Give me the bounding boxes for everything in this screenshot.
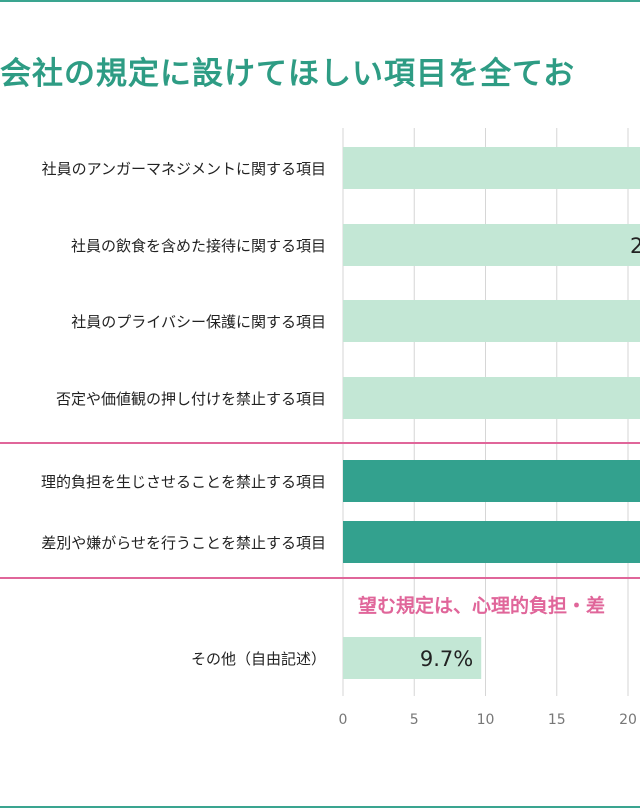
bar-value-label: 9.7%: [420, 647, 473, 671]
category-label: 社員の飲食を含めた接待に関する項目: [71, 237, 326, 255]
category-label: その他（自由記述）: [191, 650, 326, 668]
category-label: 社員のプライバシー保護に関する項目: [71, 313, 326, 331]
x-tick-label: 15: [548, 712, 566, 728]
x-tick-label: 20: [619, 712, 637, 728]
frame-top-line: [0, 0, 640, 2]
chart-title: 会社の規定に設けてほしい項目を全てお: [0, 56, 576, 92]
bar: [343, 224, 640, 266]
x-tick-label: 0: [339, 712, 348, 728]
bar: [343, 521, 640, 563]
frame-bottom-line: [0, 806, 640, 808]
bar: [343, 147, 640, 189]
category-label: 差別や嫌がらせを行うことを禁止する項目: [41, 534, 326, 552]
category-label: 理的負担を生じさせることを禁止する項目: [41, 473, 326, 491]
x-tick-label: 10: [477, 712, 495, 728]
bar: [343, 300, 640, 342]
category-label: 社員のアンガーマネジメントに関する項目: [42, 160, 326, 178]
callout-text: 望む規定は、心理的負担・差: [358, 595, 606, 617]
bar-value-label: 2: [630, 234, 640, 258]
bar: [343, 460, 640, 502]
bar: [343, 377, 640, 419]
bar: [343, 637, 482, 679]
category-label: 否定や価値観の押し付けを禁止する項目: [56, 390, 326, 408]
x-tick-label: 5: [410, 712, 419, 728]
